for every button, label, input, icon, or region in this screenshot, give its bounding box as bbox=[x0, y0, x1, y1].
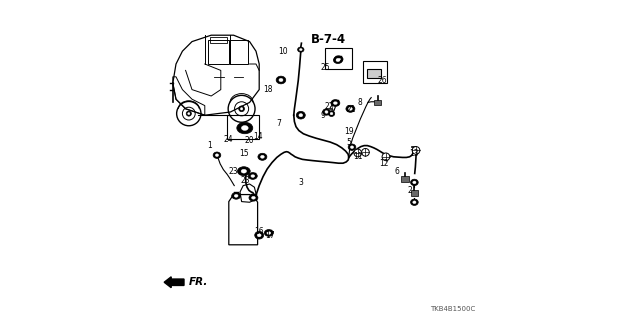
Text: 18: 18 bbox=[264, 85, 273, 94]
Ellipse shape bbox=[348, 144, 356, 150]
Bar bbox=[227, 115, 259, 139]
Text: 8: 8 bbox=[358, 98, 362, 107]
Text: 16: 16 bbox=[253, 228, 264, 236]
Ellipse shape bbox=[260, 155, 264, 158]
Ellipse shape bbox=[258, 153, 267, 160]
Ellipse shape bbox=[333, 57, 342, 63]
Text: 11: 11 bbox=[353, 152, 362, 161]
Ellipse shape bbox=[232, 192, 241, 199]
Ellipse shape bbox=[237, 122, 253, 134]
Ellipse shape bbox=[334, 56, 343, 63]
Ellipse shape bbox=[215, 154, 219, 156]
Ellipse shape bbox=[252, 196, 255, 199]
Bar bbox=[401, 176, 409, 182]
Text: 2: 2 bbox=[407, 186, 412, 195]
Text: 23: 23 bbox=[241, 176, 251, 185]
Text: 21: 21 bbox=[347, 105, 356, 114]
Text: 15: 15 bbox=[239, 149, 250, 158]
Ellipse shape bbox=[298, 47, 304, 52]
Circle shape bbox=[412, 147, 420, 154]
Bar bbox=[374, 100, 381, 105]
Circle shape bbox=[362, 148, 369, 156]
Ellipse shape bbox=[188, 113, 190, 115]
Circle shape bbox=[382, 153, 390, 161]
Text: 7: 7 bbox=[276, 119, 281, 128]
Ellipse shape bbox=[248, 172, 257, 179]
Bar bbox=[325, 48, 352, 69]
Ellipse shape bbox=[413, 201, 416, 204]
Ellipse shape bbox=[276, 76, 286, 84]
Bar bbox=[210, 37, 227, 43]
Ellipse shape bbox=[257, 234, 261, 237]
Bar bbox=[411, 190, 419, 196]
Text: 19: 19 bbox=[344, 127, 354, 136]
Ellipse shape bbox=[241, 108, 243, 110]
Circle shape bbox=[354, 149, 362, 157]
Ellipse shape bbox=[336, 59, 340, 61]
Ellipse shape bbox=[328, 111, 335, 116]
Text: 9: 9 bbox=[321, 111, 326, 120]
Text: 25: 25 bbox=[321, 63, 331, 72]
Text: 13: 13 bbox=[410, 149, 419, 158]
Ellipse shape bbox=[251, 175, 255, 177]
Text: 1: 1 bbox=[207, 141, 212, 150]
Ellipse shape bbox=[296, 111, 305, 119]
Ellipse shape bbox=[337, 58, 340, 60]
Ellipse shape bbox=[241, 125, 248, 131]
Text: 12: 12 bbox=[380, 159, 388, 168]
Text: 20: 20 bbox=[244, 136, 255, 145]
Text: 26: 26 bbox=[378, 76, 388, 85]
Text: 23: 23 bbox=[228, 167, 238, 176]
Ellipse shape bbox=[346, 105, 355, 112]
Ellipse shape bbox=[186, 111, 191, 116]
Text: 17: 17 bbox=[266, 231, 275, 240]
Ellipse shape bbox=[241, 169, 246, 173]
Ellipse shape bbox=[300, 49, 302, 51]
Ellipse shape bbox=[350, 146, 354, 148]
Text: 6: 6 bbox=[394, 167, 399, 176]
Text: 10: 10 bbox=[278, 47, 288, 56]
Ellipse shape bbox=[237, 167, 250, 176]
Ellipse shape bbox=[324, 111, 328, 113]
Bar bbox=[367, 69, 381, 78]
Ellipse shape bbox=[267, 232, 271, 234]
FancyArrow shape bbox=[164, 277, 184, 288]
Bar bbox=[364, 61, 387, 83]
Bar bbox=[208, 40, 229, 64]
Text: 3: 3 bbox=[298, 178, 303, 187]
Ellipse shape bbox=[234, 195, 238, 197]
Ellipse shape bbox=[279, 78, 283, 82]
Ellipse shape bbox=[299, 114, 303, 117]
Ellipse shape bbox=[323, 109, 330, 115]
Ellipse shape bbox=[264, 230, 273, 236]
Ellipse shape bbox=[413, 181, 416, 184]
Text: 14: 14 bbox=[253, 132, 262, 141]
Text: B-7-4: B-7-4 bbox=[310, 33, 346, 46]
Ellipse shape bbox=[249, 194, 258, 201]
Ellipse shape bbox=[349, 107, 352, 110]
Text: 24: 24 bbox=[224, 135, 234, 144]
Ellipse shape bbox=[330, 112, 333, 115]
Text: TKB4B1500C: TKB4B1500C bbox=[430, 306, 475, 312]
Text: 4: 4 bbox=[329, 104, 333, 113]
Ellipse shape bbox=[239, 106, 244, 112]
Ellipse shape bbox=[255, 231, 264, 239]
Text: 22: 22 bbox=[324, 102, 333, 111]
Bar bbox=[230, 40, 248, 64]
Ellipse shape bbox=[411, 199, 419, 205]
Ellipse shape bbox=[213, 152, 221, 158]
Text: 5: 5 bbox=[346, 138, 351, 147]
Ellipse shape bbox=[333, 102, 337, 104]
Ellipse shape bbox=[331, 100, 340, 106]
Text: FR.: FR. bbox=[189, 277, 208, 287]
Ellipse shape bbox=[411, 179, 419, 186]
